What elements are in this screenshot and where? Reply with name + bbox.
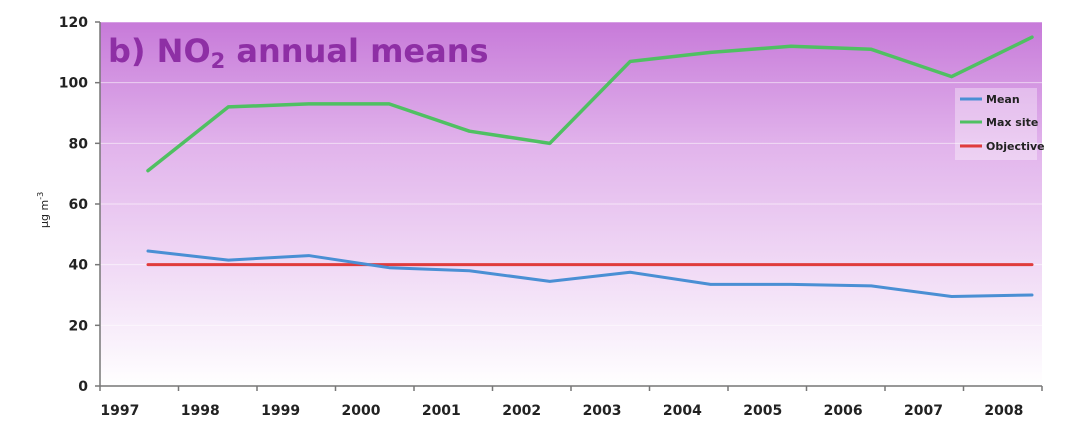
- data-point-mean: [468, 270, 470, 272]
- x-tick-label: 1997: [100, 403, 139, 419]
- y-tick-label: 20: [69, 318, 89, 334]
- data-point-objective: [629, 264, 631, 266]
- data-point-max-site: [468, 130, 470, 132]
- data-point-objective: [1031, 264, 1033, 266]
- legend-label-mean: Mean: [986, 93, 1020, 106]
- x-tick-label: 2006: [824, 403, 863, 419]
- data-point-objective: [710, 264, 712, 266]
- data-point-max-site: [629, 60, 631, 62]
- y-axis-label-main: µg m: [38, 200, 51, 228]
- x-tick-label: 2007: [904, 403, 943, 419]
- data-point-objective: [468, 264, 470, 266]
- data-point-max-site: [147, 170, 149, 172]
- y-tick-label: 80: [69, 136, 89, 152]
- y-axis-label: µg m-3: [36, 192, 51, 228]
- chart-title-rest: annual means: [225, 32, 488, 70]
- data-point-mean: [870, 285, 872, 287]
- data-point-objective: [870, 264, 872, 266]
- y-tick-label: 0: [78, 379, 88, 395]
- y-axis-ticks: 0 20 40 60 80 100 120: [59, 15, 100, 395]
- data-point-max-site: [870, 48, 872, 50]
- data-point-mean: [147, 250, 149, 252]
- data-point-max-site: [388, 103, 390, 105]
- x-tick-label: 2001: [422, 403, 461, 419]
- data-point-max-site: [308, 103, 310, 105]
- data-point-mean: [790, 283, 792, 285]
- data-point-max-site: [227, 106, 229, 108]
- data-point-objective: [147, 264, 149, 266]
- x-tick-label: 1998: [181, 403, 220, 419]
- y-tick-label: 40: [69, 258, 89, 274]
- x-axis-ticks: 1997 1998 1999 2000 2001 2002 2003 2004 2005 2006…: [99, 386, 1043, 419]
- data-point-mean: [951, 296, 953, 298]
- data-point-objective: [549, 264, 551, 266]
- data-point-mean: [308, 255, 310, 257]
- data-point-mean: [227, 259, 229, 261]
- x-tick-label: 2005: [743, 403, 782, 419]
- data-point-objective: [227, 264, 229, 266]
- series-lines: [146, 35, 1034, 299]
- data-point-objective: [790, 264, 792, 266]
- x-tick-label: 1999: [261, 403, 300, 419]
- y-tick-label: 120: [59, 15, 88, 31]
- legend: Mean Max site Objective: [955, 88, 1045, 160]
- x-tick-label: 2008: [984, 403, 1023, 419]
- data-point-max-site: [951, 76, 953, 78]
- data-point-mean: [1031, 294, 1033, 296]
- x-tick-label: 2002: [502, 403, 541, 419]
- series-line-max-site: [146, 35, 1034, 173]
- data-point-mean: [629, 271, 631, 273]
- series-line-mean: [146, 249, 1034, 299]
- x-tick-label: 2003: [583, 403, 622, 419]
- data-point-mean: [388, 267, 390, 269]
- legend-label-objective: Objective: [986, 140, 1045, 153]
- data-point-objective: [388, 264, 390, 266]
- x-tick-label: 2000: [341, 403, 380, 419]
- data-point-mean: [549, 280, 551, 282]
- chart-title-main: b) NO: [108, 32, 211, 70]
- data-point-max-site: [1031, 36, 1033, 38]
- data-point-objective: [951, 264, 953, 266]
- chart-title: b) NO2 annual means: [108, 32, 489, 73]
- y-tick-label: 100: [59, 76, 88, 92]
- data-point-max-site: [790, 45, 792, 47]
- chart-title-subscript: 2: [211, 49, 226, 73]
- data-point-max-site: [549, 142, 551, 144]
- x-tick-label: 2004: [663, 403, 702, 419]
- data-point-max-site: [710, 51, 712, 53]
- y-axis-label-superscript: -3: [36, 192, 45, 200]
- data-point-objective: [308, 264, 310, 266]
- data-point-mean: [710, 283, 712, 285]
- legend-label-max-site: Max site: [986, 116, 1038, 129]
- y-tick-label: 60: [69, 197, 89, 213]
